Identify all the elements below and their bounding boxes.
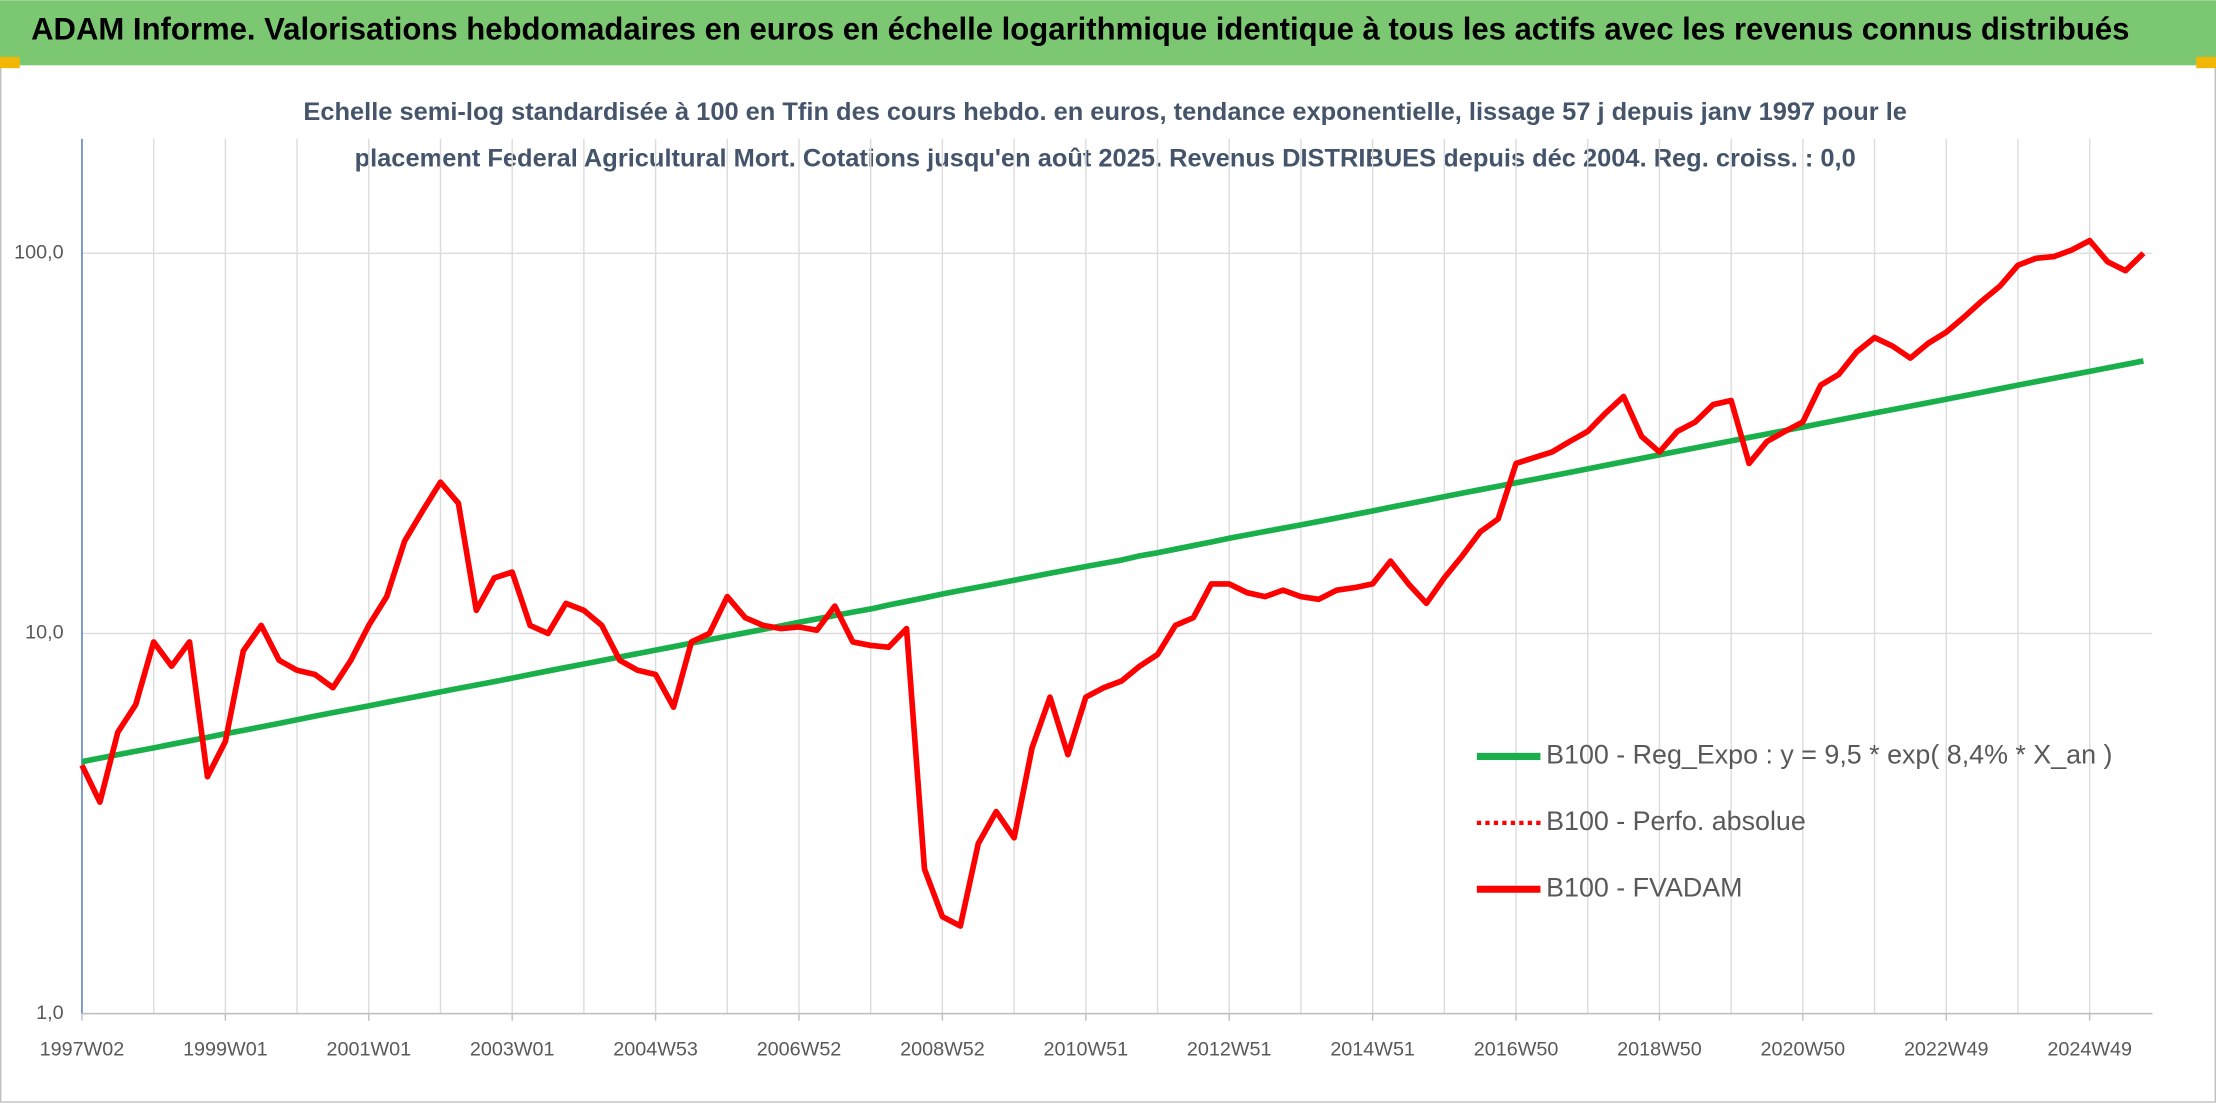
series-line — [81, 358, 2144, 765]
x-tick-label: 2024W49 — [2047, 1039, 2132, 1061]
header-title: ADAM Informe. Valorisations hebdomadaire… — [31, 12, 2129, 47]
x-tick-label: 2014W51 — [1330, 1039, 1415, 1061]
x-tick-label: 2001W01 — [326, 1039, 411, 1061]
chart-subtitle: placement Federal Agricultural Mort. Cot… — [355, 145, 1856, 173]
y-tick-label: 1,0 — [36, 1002, 63, 1024]
legend-label: B100 - Reg_Expo : y = 9,5 * exp( 8,4% * … — [1546, 740, 2112, 770]
y-tick-label: 100,0 — [14, 241, 63, 263]
chart-subtitle: Echelle semi-log standardisée à 100 en T… — [303, 98, 1907, 126]
series-line — [79, 237, 2146, 929]
corner-mark — [2196, 56, 2216, 69]
x-tick-label: 2016W50 — [1474, 1039, 1559, 1061]
legend-label: B100 - FVADAM — [1546, 872, 1742, 902]
x-tick-label: 2020W50 — [1761, 1039, 1846, 1061]
header-bar — [0, 0, 2216, 66]
legend-label: B100 - Perfo. absolue — [1546, 806, 1806, 836]
x-tick-label: 2008W52 — [900, 1039, 985, 1061]
corner-mark — [0, 56, 20, 69]
x-tick-label: 2003W01 — [470, 1039, 555, 1061]
x-tick-label: 2006W52 — [757, 1039, 842, 1061]
x-tick-label: 2018W50 — [1617, 1039, 1702, 1061]
x-tick-label: 1999W01 — [183, 1039, 268, 1061]
x-tick-label: 2022W49 — [1904, 1039, 1989, 1061]
x-tick-label: 2010W51 — [1044, 1039, 1129, 1061]
y-tick-label: 10,0 — [25, 622, 63, 644]
x-tick-label: 2004W53 — [613, 1039, 698, 1061]
x-tick-label: 1997W02 — [40, 1039, 125, 1061]
x-tick-label: 2012W51 — [1187, 1039, 1272, 1061]
